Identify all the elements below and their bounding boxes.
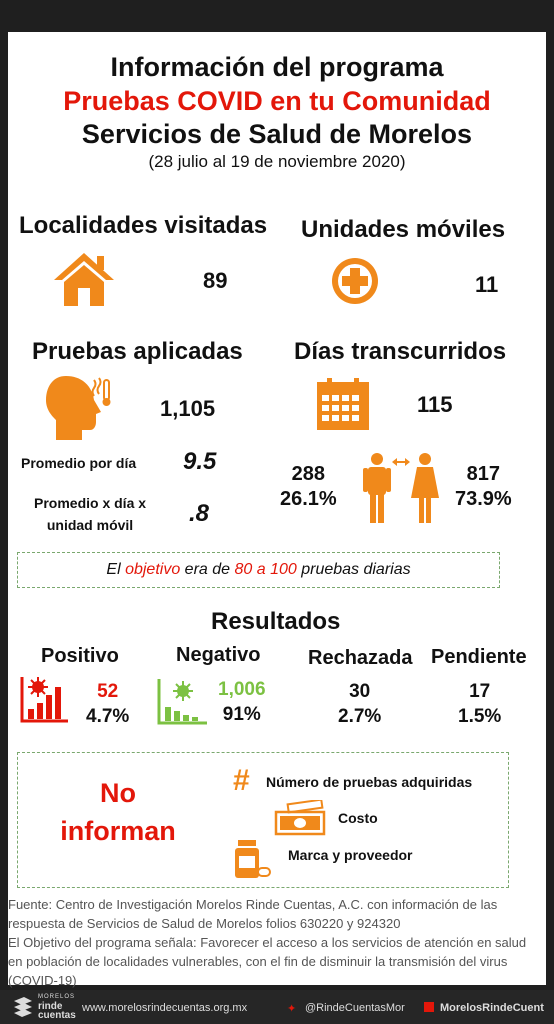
pruebas-label: Pruebas aplicadas — [32, 338, 243, 365]
rechazada-values: 30 2.7% — [338, 681, 382, 727]
rechazada-label: Rechazada — [308, 647, 413, 669]
footer: MORELOS rinde cuentas www.morelosrindecu… — [0, 990, 554, 1024]
unidades-label: Unidades móviles — [301, 216, 506, 243]
negativo-values: 1,006 91% — [218, 679, 266, 725]
dias-label: Días transcurridos — [294, 338, 507, 365]
facebook-icon — [424, 1002, 434, 1012]
no-informan-item-1: Número de pruebas adquiridas — [266, 774, 473, 790]
resultados-title: Resultados — [211, 608, 341, 635]
pendiente-label: Pendiente — [431, 646, 527, 668]
positivo-label: Positivo — [41, 645, 119, 667]
objetivo-box: El objetivo era de 80 a 100 pruebas diar… — [17, 552, 500, 588]
positive-chart-icon — [20, 677, 68, 723]
hombres-stat: 288 26.1% — [280, 463, 337, 510]
positivo-values: 52 4.7% — [86, 681, 130, 727]
money-icon — [274, 800, 326, 836]
twitter-icon: ✦ — [287, 1003, 297, 1015]
pruebas-value: 1,105 — [160, 396, 216, 421]
logo-icon — [14, 997, 32, 1017]
unidades-value: 11 — [475, 272, 499, 297]
date-range: (28 julio al 19 de noviembre 2020) — [148, 152, 406, 171]
mujeres-stat: 817 73.9% — [455, 463, 512, 510]
localidades-label: Localidades visitadas — [19, 212, 268, 239]
infographic-card: Información del programa Pruebas COVID e… — [8, 32, 546, 988]
promedio-unidad-label: Promedio x día x unidad móvil — [34, 495, 147, 533]
no-informan-item-3: Marca y proveedor — [288, 847, 413, 863]
promedio-dia-label: Promedio por día — [21, 455, 137, 471]
negative-chart-icon — [157, 679, 207, 725]
facebook-handle[interactable]: MorelosRindeCuent — [440, 1002, 544, 1014]
medicine-bottle-icon — [235, 840, 271, 878]
calendar-icon — [317, 378, 369, 430]
medical-cross-icon — [332, 258, 378, 304]
website-link[interactable]: www.morelosrindecuentas.org.mx — [82, 1002, 248, 1014]
twitter-handle[interactable]: @RindeCuentasMor — [305, 1002, 405, 1014]
promedio-dia-value: 9.5 — [183, 448, 217, 475]
hash-icon: # — [233, 764, 250, 797]
localidades-value: 89 — [203, 268, 228, 293]
no-informan-box — [17, 752, 509, 888]
logo-text: MORELOS rinde cuentas — [38, 994, 76, 1021]
pendiente-values: 17 1.5% — [458, 681, 502, 727]
title-line-1: Información del programa — [110, 52, 444, 82]
fuente-text: Fuente: Centro de Investigación Morelos … — [8, 897, 527, 988]
title-line-2: Pruebas COVID en tu Comunidad — [63, 86, 491, 116]
promedio-unidad-value: .8 — [189, 500, 210, 527]
man-woman-icon — [363, 453, 439, 523]
dias-value: 115 — [417, 392, 453, 417]
no-informan-heading: No informan — [60, 778, 176, 846]
title-line-3: Servicios de Salud de Morelos — [81, 119, 473, 149]
negativo-label: Negativo — [176, 644, 261, 666]
fever-head-icon — [46, 376, 111, 440]
no-informan-item-2: Costo — [338, 810, 378, 826]
house-icon — [54, 253, 114, 306]
